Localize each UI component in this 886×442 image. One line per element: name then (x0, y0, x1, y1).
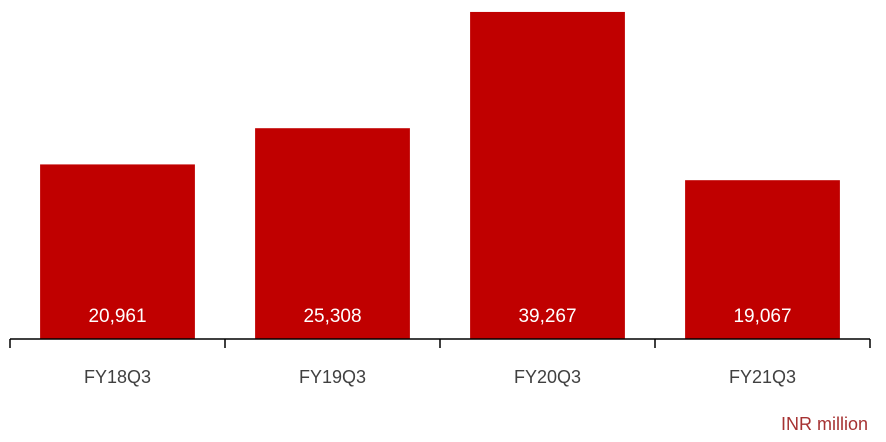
value-label-fy20q3: 39,267 (518, 306, 576, 327)
category-label-fy18q3: FY18Q3 (84, 367, 151, 387)
unit-label: INR million (780, 414, 868, 434)
category-label-fy20q3: FY20Q3 (514, 367, 581, 387)
value-labels-group: 20,961 25,308 39,267 19,067 (88, 306, 791, 327)
bar-fy21q3 (685, 180, 840, 339)
bars-group (40, 11, 840, 339)
bar-fy18q3 (40, 164, 195, 339)
category-label-fy21q3: FY21Q3 (729, 367, 796, 387)
bar-fy19q3 (255, 128, 410, 339)
bar-fy20q3 (470, 11, 625, 339)
category-label-fy19q3: FY19Q3 (299, 367, 366, 387)
category-labels-group: FY18Q3 FY19Q3 FY20Q3 FY21Q3 (84, 367, 796, 387)
value-label-fy19q3: 25,308 (303, 306, 361, 327)
x-axis (9, 338, 871, 348)
value-label-fy21q3: 19,067 (733, 306, 791, 327)
value-label-fy18q3: 20,961 (88, 306, 146, 327)
